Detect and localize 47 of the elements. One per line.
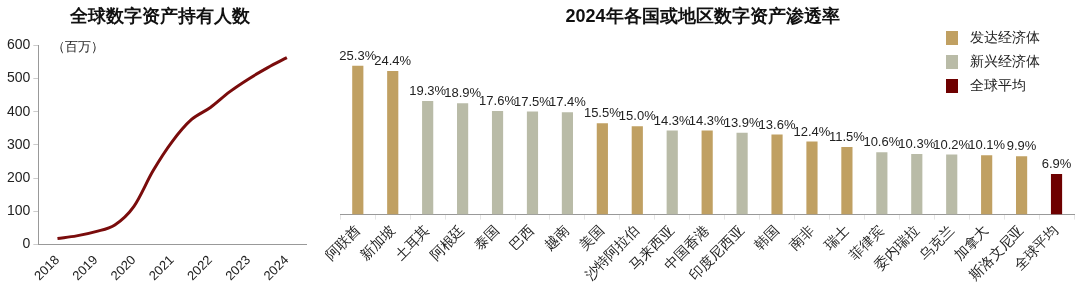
bar xyxy=(911,153,923,215)
data-label: 25.3% xyxy=(339,47,377,63)
data-label: 17.5% xyxy=(514,93,552,109)
bar xyxy=(352,65,364,215)
bar xyxy=(387,70,399,215)
chart-title: 2024年各国或地区数字资产渗透率 xyxy=(564,5,841,28)
legend-label: 新兴经济体 xyxy=(970,53,1040,71)
bar xyxy=(457,103,469,215)
y-axis-title: （百万） xyxy=(52,38,104,56)
bar xyxy=(631,126,643,215)
bar xyxy=(876,152,888,215)
legend-label: 发达经济体 xyxy=(970,29,1040,47)
bar xyxy=(981,155,993,215)
bar xyxy=(806,141,818,215)
x-tick-label: 南非 xyxy=(785,222,817,254)
y-tick-label: 300 xyxy=(7,135,31,152)
bar xyxy=(596,123,608,215)
data-label: 9.9% xyxy=(1006,138,1037,154)
legend-label: 全球平均 xyxy=(970,77,1026,95)
bar xyxy=(666,130,678,215)
chart-title: 全球数字资产持有人数 xyxy=(69,5,251,28)
x-tick-label: 巴西 xyxy=(506,222,538,254)
y-tick-label: 400 xyxy=(7,102,31,119)
line-series xyxy=(55,56,289,241)
data-label: 13.6% xyxy=(758,116,796,132)
bar xyxy=(1050,174,1063,215)
data-label: 10.1% xyxy=(968,137,1006,153)
bar xyxy=(561,112,574,215)
bar xyxy=(526,111,539,215)
y-tick-label: 100 xyxy=(7,202,31,219)
bar xyxy=(841,146,853,215)
y-tick-label: 600 xyxy=(7,36,31,53)
bar xyxy=(736,132,748,215)
x-tick-label: 韩国 xyxy=(750,222,782,254)
bar xyxy=(946,154,958,215)
data-label: 10.2% xyxy=(933,136,971,152)
bar xyxy=(701,130,713,215)
y-tick-label: 500 xyxy=(7,69,31,86)
y-tick-label: 0 xyxy=(22,235,31,252)
data-label: 6.9% xyxy=(1041,156,1072,172)
x-tick-label: 泰国 xyxy=(471,222,503,254)
bar xyxy=(1016,156,1028,215)
bar xyxy=(771,134,783,215)
x-tick-label: 越南 xyxy=(541,222,573,254)
bar xyxy=(422,101,434,215)
bar xyxy=(491,111,504,215)
y-tick-label: 200 xyxy=(7,169,31,186)
